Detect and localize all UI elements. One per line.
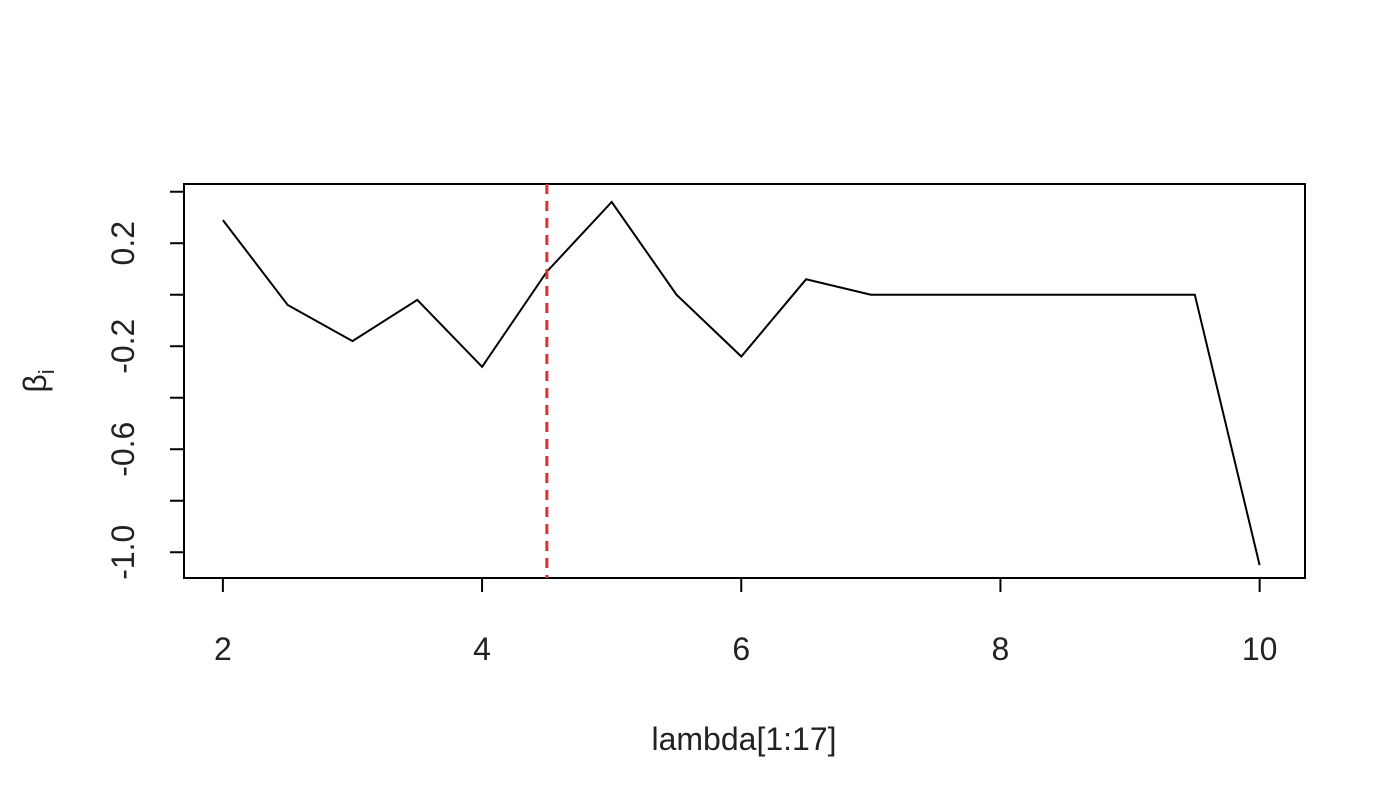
series-line bbox=[222, 200, 1261, 566]
y-axis-title-subscript: i bbox=[34, 369, 59, 374]
plot-frame bbox=[183, 183, 1306, 579]
x-tick-label: 8 bbox=[992, 631, 1010, 667]
x-axis-title: lambda[1:17] bbox=[651, 721, 836, 757]
x-tick-label: 6 bbox=[732, 631, 750, 667]
x-tick-label: 10 bbox=[1242, 631, 1278, 667]
y-axis: -1.0 -0.6 -0.2 0.2 bbox=[105, 190, 185, 580]
y-tick-label: -0.2 bbox=[105, 319, 141, 374]
x-axis: 2 4 6 8 10 bbox=[214, 577, 1278, 667]
y-tick-label: -1.0 bbox=[105, 525, 141, 580]
x-tick-label: 4 bbox=[473, 631, 491, 667]
plot-area bbox=[222, 184, 1261, 578]
y-tick-label: 0.2 bbox=[105, 221, 141, 265]
y-axis-title-base: β bbox=[17, 374, 53, 392]
y-axis-title: βi bbox=[17, 369, 59, 392]
y-tick-label: -0.6 bbox=[105, 422, 141, 477]
x-tick-label: 2 bbox=[214, 631, 232, 667]
